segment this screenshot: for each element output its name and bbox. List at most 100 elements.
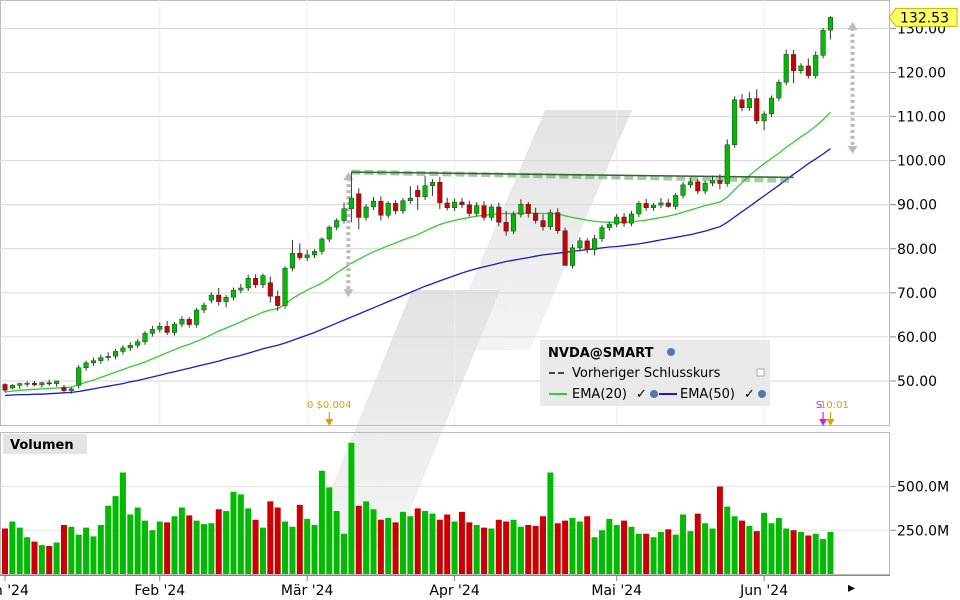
candle (54, 380, 60, 387)
volume-bar (503, 521, 510, 574)
volume-bar (458, 511, 465, 574)
candle (120, 345, 126, 355)
volume-bar (731, 516, 738, 574)
volume-bar (326, 487, 333, 574)
volume-bar (230, 491, 237, 574)
volume-bar (790, 530, 797, 574)
ema50-line-group (4, 148, 831, 397)
candle (127, 342, 133, 351)
candle (429, 179, 436, 196)
scroll-right-icon[interactable]: ▸ (848, 580, 855, 596)
volume-bar (414, 508, 421, 574)
candle (164, 321, 170, 336)
volume-tick-label: 250.0M (897, 523, 949, 539)
volume-bar (621, 520, 628, 574)
ema50-check-icon[interactable]: ✓ (744, 387, 755, 402)
prev-close-checkbox[interactable] (756, 368, 765, 377)
event-arrow-icon[interactable] (819, 419, 828, 426)
ema50-settings-icon[interactable] (758, 390, 766, 398)
ema20-check-icon[interactable]: ✓ (636, 387, 647, 402)
candle (732, 96, 738, 148)
candle (665, 198, 671, 208)
volume-bar (724, 506, 731, 574)
volume-bar (311, 525, 318, 574)
volume-bar (245, 508, 252, 574)
candle (488, 204, 494, 221)
volume-bar (304, 518, 311, 574)
volume-bar (606, 518, 613, 574)
candle (562, 227, 568, 266)
candle (776, 79, 782, 102)
price-tick-label: 60.00 (897, 330, 937, 346)
candle (503, 210, 509, 236)
price-tick-label: 110.00 (897, 110, 946, 126)
candle (695, 179, 701, 195)
candle (481, 201, 487, 221)
ema20-settings-icon[interactable] (650, 390, 658, 398)
event-label: 10:01 (820, 400, 849, 411)
candle (157, 322, 163, 333)
volume-bar (451, 521, 458, 574)
volume-bar (820, 539, 827, 574)
volume-bar (223, 511, 230, 574)
candle (39, 381, 45, 388)
volume-bar (584, 516, 591, 574)
volume-bar (753, 531, 760, 574)
volume-bar (554, 523, 561, 574)
candle (805, 58, 811, 79)
candle (113, 348, 119, 360)
candle (179, 316, 185, 328)
candle (297, 243, 303, 261)
candle (267, 276, 273, 303)
candle (9, 384, 15, 390)
candle (768, 95, 775, 118)
volume-bar (613, 525, 620, 574)
volume-bar (436, 519, 443, 574)
candle (326, 225, 332, 243)
candle (186, 317, 192, 328)
volume-bar (333, 511, 340, 574)
price-tick-label: 90.00 (897, 198, 937, 214)
candle (621, 213, 627, 227)
candle (525, 202, 531, 218)
legend[interactable]: NVDA@SMART Vorheriger Schlusskurs EMA(20… (540, 340, 770, 406)
event-arrow-icon[interactable] (325, 419, 334, 426)
volume-bar (193, 520, 200, 574)
event-arrow-icon[interactable] (826, 419, 835, 426)
candle (253, 274, 259, 288)
volume-bar (267, 501, 274, 574)
volume-bar (215, 509, 222, 574)
candle (746, 92, 752, 111)
candle (584, 238, 590, 254)
volume-bar (827, 532, 834, 574)
volume-bar (694, 513, 701, 574)
candle (798, 63, 804, 74)
candle (334, 218, 340, 231)
volume-bar (53, 542, 60, 574)
volume-bar (142, 520, 149, 574)
candle (24, 381, 30, 387)
candle (651, 202, 657, 211)
volume-bar (363, 501, 370, 574)
candle (68, 387, 74, 394)
volume-bar (134, 507, 141, 574)
candle (378, 196, 384, 221)
volume-bar (702, 523, 709, 574)
volume-bar (355, 505, 362, 574)
volume-bar (370, 509, 377, 574)
volume-bar (75, 534, 82, 574)
volume-bar (591, 537, 598, 574)
volume-bar (385, 518, 392, 574)
settings-icon[interactable] (667, 348, 675, 356)
volume-bar (282, 521, 289, 574)
candle (98, 354, 104, 364)
volume-bar (517, 526, 524, 574)
candle (606, 221, 612, 231)
candle (407, 186, 413, 204)
candle (83, 360, 89, 371)
candle (422, 176, 428, 200)
candle (754, 89, 760, 125)
candle (2, 383, 8, 393)
volume-bar (112, 496, 119, 574)
